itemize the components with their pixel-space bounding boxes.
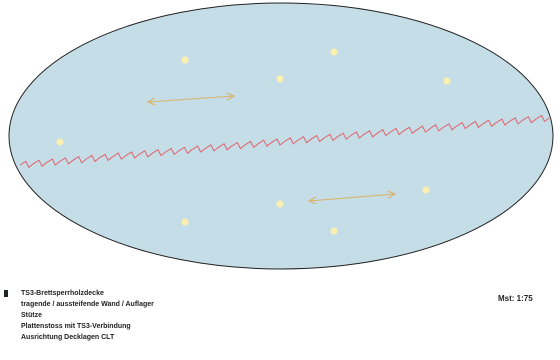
legend-label-support: Stütze [21,312,42,319]
support-s5 [56,138,64,146]
legend-label-direction: Ausrichtung Decklagen CLT [21,334,115,341]
floor-plan [8,2,554,270]
legend-label-joint: Plattenstoss mit TS3-Verbindung [21,323,131,330]
legend: TS3-Brettsperrholzdecke tragende / ausst… [4,288,154,343]
support-s8 [181,218,189,226]
double-arrow-icon [307,190,397,205]
support-s9 [330,227,338,235]
legend-label-wall: tragende / aussteifende Wand / Auflager [21,301,154,308]
support-s7 [276,200,284,208]
supports [56,48,451,235]
legend-item-slab: TS3-Brettsperrholzdecke [4,288,154,299]
direction-arrow-upper [146,92,236,106]
support-s4 [443,77,451,85]
direction-arrow-lower [307,190,397,205]
wall-swatch-icon [4,301,11,308]
clt-slab [8,2,554,270]
direction-arrows [146,92,397,205]
support-s3 [276,75,284,83]
scale-label: Mst: 1:75 [498,294,533,303]
support-s1 [181,56,189,64]
slab-swatch-icon [4,290,8,297]
joint-swatch-icon [4,323,11,330]
legend-item-joint: Plattenstoss mit TS3-Verbindung [4,321,154,332]
support-s2 [330,48,338,56]
legend-item-support: Stütze [4,310,154,321]
legend-item-wall: tragende / aussteifende Wand / Auflager [4,299,154,310]
direction-swatch-icon [4,334,11,341]
legend-label-slab: TS3-Brettsperrholzdecke [21,290,104,297]
double-arrow-icon [146,92,236,106]
panel-joint-line [19,114,550,169]
support-swatch-icon [4,312,11,319]
legend-item-direction: Ausrichtung Decklagen CLT [4,332,154,343]
support-s6 [422,186,430,194]
